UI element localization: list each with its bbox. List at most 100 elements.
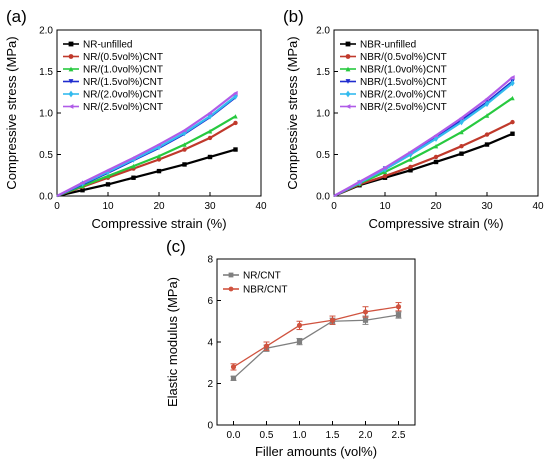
- data-point: [459, 144, 464, 149]
- legend-marker: [68, 104, 74, 109]
- data-point: [484, 132, 490, 137]
- data-point: [408, 151, 413, 158]
- y-tick-label: 0.0: [39, 192, 53, 203]
- y-tick-label: 2.0: [39, 26, 53, 37]
- data-point: [105, 173, 111, 179]
- data-point: [156, 153, 162, 159]
- data-point: [510, 75, 515, 80]
- data-point: [459, 151, 464, 156]
- series-line: [233, 306, 399, 368]
- series-NBR/(0.5vol%)CNT: [333, 119, 515, 198]
- y-tick-label: 2: [207, 379, 213, 390]
- data-point: [484, 142, 490, 147]
- legend-marker: [68, 66, 74, 72]
- y-tick-label: 0: [207, 421, 213, 432]
- legend-entry: NBR/(2.5vol%)CNT: [360, 102, 447, 113]
- data-point: [433, 159, 439, 165]
- legend-entry: NBR/(0.5vol%)CNT: [360, 52, 447, 63]
- legend-marker: [228, 286, 234, 292]
- y-tick-label: 0.5: [316, 150, 330, 161]
- series-NR-unfilled: [56, 147, 238, 198]
- data-point: [395, 312, 402, 318]
- data-point: [362, 309, 369, 315]
- x-tick-label: 2.5: [392, 430, 406, 441]
- data-point: [233, 114, 238, 119]
- data-point: [459, 118, 464, 126]
- data-point: [510, 119, 515, 125]
- data-point: [484, 96, 490, 102]
- y-tick-label: 2.0: [316, 26, 330, 37]
- data-point: [459, 129, 464, 135]
- data-point: [182, 162, 187, 167]
- data-point: [233, 90, 238, 96]
- data-point: [131, 175, 136, 180]
- x-tick-label: 1.0: [293, 430, 307, 441]
- data-point: [484, 100, 490, 108]
- data-point: [510, 95, 515, 101]
- data-point: [207, 113, 213, 120]
- data-point: [382, 173, 388, 179]
- legend-entry: NR/CNT: [243, 271, 281, 282]
- data-point: [382, 165, 388, 170]
- data-point: [357, 179, 362, 185]
- panel-label: (a): [6, 7, 27, 26]
- legend-marker: [68, 54, 74, 59]
- data-point: [207, 135, 213, 141]
- data-point: [408, 164, 413, 170]
- x-tick-label: 0.0: [227, 430, 241, 441]
- data-point: [131, 163, 136, 169]
- series-line: [233, 314, 399, 379]
- y-tick-label: 0.0: [316, 192, 330, 203]
- legend-marker: [345, 90, 351, 98]
- legend-entry: NBR-unfilled: [360, 40, 416, 51]
- panel-label: (c): [166, 237, 186, 256]
- data-point: [459, 115, 464, 121]
- x-tick-label: 20: [430, 201, 442, 212]
- y-axis-title: Elastic modulus (MPa): [165, 277, 180, 407]
- data-point: [233, 93, 238, 100]
- data-point: [510, 131, 515, 136]
- x-tick-label: 10: [102, 201, 114, 212]
- x-tick-label: 0: [331, 201, 337, 212]
- x-tick-label: 0.5: [260, 430, 274, 441]
- x-tick-label: 30: [204, 201, 216, 212]
- legend-marker: [345, 54, 351, 59]
- data-point: [233, 147, 238, 152]
- x-tick-label: 40: [255, 201, 267, 212]
- data-point: [433, 154, 439, 160]
- x-tick-label: 40: [532, 201, 544, 212]
- series-NBR/CNT: [230, 302, 402, 371]
- legend-entry: NR-unfilled: [83, 40, 132, 51]
- data-point: [263, 343, 270, 349]
- legend-entry: NR/(2.5vol%)CNT: [83, 102, 163, 113]
- chart-panel-3: (c) 0.0 0.5 1.0 1.5 2.0 2.5 0 2 4 6 8 Filler amounts…: [165, 237, 416, 459]
- y-tick-label: 6: [207, 296, 213, 307]
- legend-entry: NR/(1.5vol%)CNT: [83, 77, 163, 88]
- x-tick-label: 10: [379, 201, 391, 212]
- legend-entry: NBR/(1.5vol%)CNT: [360, 77, 447, 88]
- data-point: [105, 168, 111, 173]
- series-line: [333, 76, 514, 197]
- data-point: [395, 304, 402, 310]
- legend-entry: NR/(1.0vol%)CNT: [83, 65, 163, 76]
- x-tick-label: 30: [481, 201, 493, 212]
- data-point: [433, 144, 439, 149]
- data-point: [296, 338, 303, 345]
- data-point: [156, 143, 162, 151]
- data-point: [182, 142, 187, 147]
- data-point: [382, 166, 388, 173]
- data-point: [230, 375, 237, 381]
- legend-marker: [345, 41, 351, 47]
- legend-entry: NBR/(1.0vol%)CNT: [360, 65, 447, 76]
- data-point: [80, 180, 85, 185]
- series-line: [333, 121, 513, 198]
- data-point: [131, 156, 136, 163]
- legend-marker: [345, 66, 351, 72]
- data-point: [433, 133, 439, 138]
- data-point: [408, 168, 413, 173]
- x-tick-label: 20: [153, 201, 165, 212]
- data-point: [329, 317, 336, 323]
- x-axis-title: Filler amounts (vol%): [255, 444, 377, 459]
- legend-entry: NBR/CNT: [243, 285, 287, 296]
- data-point: [408, 149, 413, 155]
